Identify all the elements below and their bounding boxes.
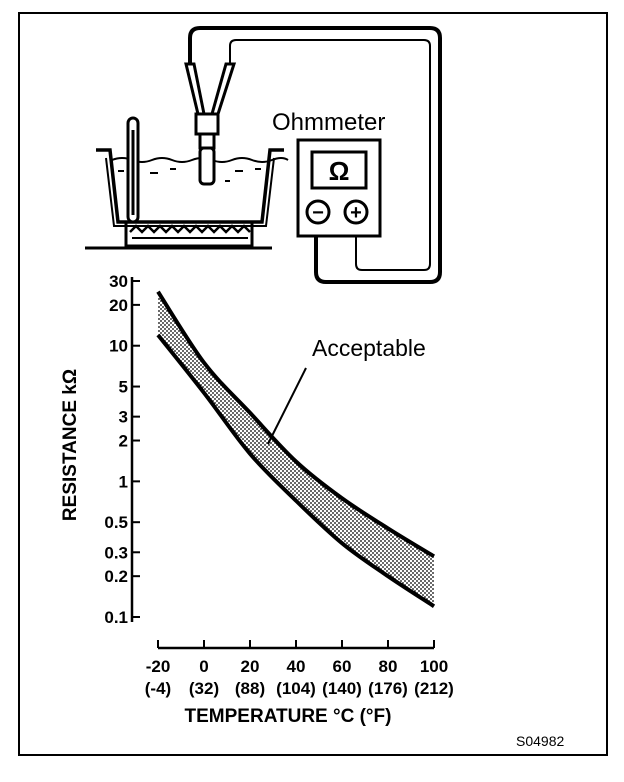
ohm-symbol: Ω [329, 156, 350, 186]
y-tick-label: 0.2 [104, 567, 128, 586]
figure-frame [18, 12, 608, 756]
x-tick-label-celsius: 0 [199, 657, 208, 676]
x-tick-label-celsius: -20 [146, 657, 171, 676]
test-setup-illustration: Ω − + Ohmmeter [85, 26, 442, 284]
upper-limit-curve [156, 290, 436, 559]
y-axis-label: RESISTANCE kΩ [60, 369, 81, 521]
x-tick-label-celsius: 40 [287, 657, 306, 676]
temperature-sensor [194, 112, 220, 186]
probe-clip-left [184, 62, 206, 116]
x-tick-label-celsius: 20 [241, 657, 260, 676]
heater-element [129, 224, 251, 234]
y-tick-label: 0.3 [104, 543, 128, 562]
lower-limit-curve [156, 333, 436, 608]
x-tick-label-fahrenheit: (32) [189, 679, 219, 698]
x-axis-label: TEMPERATURE °C (°F) [185, 706, 392, 727]
figure-code: S04982 [516, 733, 564, 749]
y-tick-label: 20 [109, 296, 128, 315]
y-tick-label: 30 [109, 272, 128, 291]
x-tick-label-fahrenheit: (140) [322, 679, 362, 698]
y-axis-ticks: 30 20 10 5 3 2 1 0.5 0.3 0.2 0.1 [104, 272, 140, 627]
annotation-leader [267, 367, 307, 445]
x-tick-label-fahrenheit: (212) [414, 679, 454, 698]
x-tick-label-fahrenheit: (176) [368, 679, 408, 698]
y-tick-label: 0.1 [104, 608, 128, 627]
x-tick-label-fahrenheit: (-4) [145, 679, 171, 698]
plus-terminal [343, 199, 369, 225]
probe-clip-right [210, 62, 237, 116]
minus-symbol: − [312, 202, 324, 224]
y-tick-label: 0.5 [104, 513, 128, 532]
y-tick-label: 2 [119, 432, 128, 451]
y-tick-label: 3 [119, 408, 128, 427]
plus-symbol: + [350, 202, 362, 224]
x-tick-label-celsius: 80 [379, 657, 398, 676]
x-tick-label-celsius: 60 [333, 657, 352, 676]
water-container [96, 148, 284, 224]
x-tick-label-fahrenheit: (88) [235, 679, 265, 698]
ohmmeter-label: Ohmmeter [272, 109, 385, 136]
x-tick-label-fahrenheit: (104) [276, 679, 316, 698]
x-axis-ticks: -20 (-4) 0 (32) 20 (88) 40 (104) 60 (140) 80 (176) 1… [145, 640, 454, 698]
acceptable-band [158, 291, 434, 607]
test-lead-black [188, 26, 442, 284]
ohmmeter: Ω − + [296, 138, 382, 238]
resistance-chart: 30 20 10 5 3 2 1 0.5 0.3 0.2 0.1 -20 (-4) 0 (32) 20 (88… [60, 272, 454, 727]
y-tick-label: 5 [119, 378, 128, 397]
minus-terminal [305, 199, 331, 225]
y-tick-label: 10 [109, 337, 128, 356]
acceptable-annotation: Acceptable [312, 335, 426, 361]
y-tick-label: 1 [119, 472, 128, 491]
x-tick-label-celsius: 100 [420, 657, 448, 676]
